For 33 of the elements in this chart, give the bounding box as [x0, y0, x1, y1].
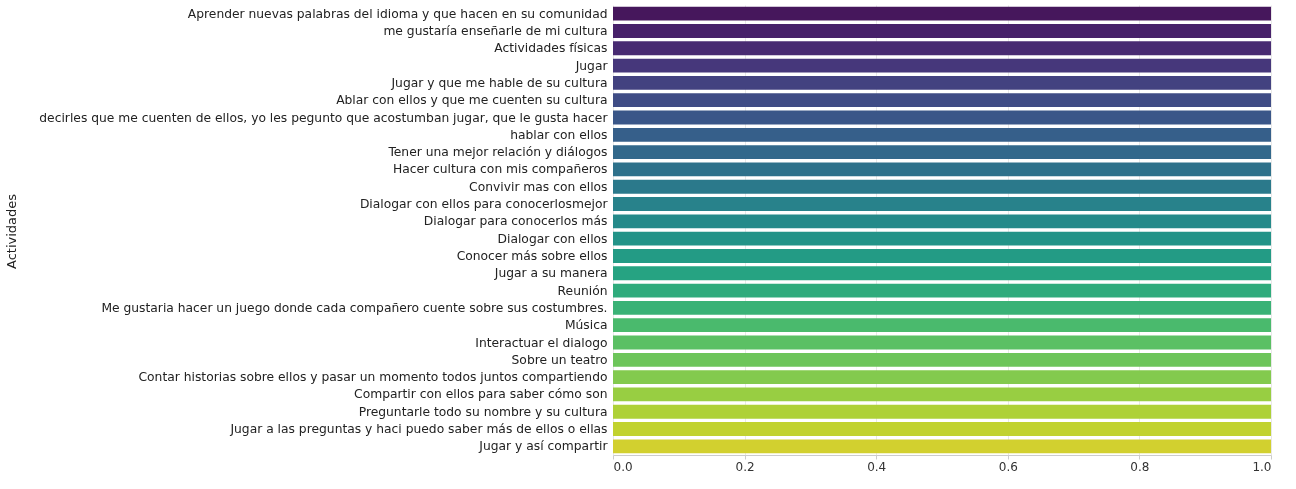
y-tick-label: Jugar y que me hable de su cultura	[390, 75, 608, 90]
y-tick-label: Reunión	[557, 283, 608, 298]
x-tick-label: 0.8	[1130, 459, 1150, 474]
y-tick-label: Sobre un teatro	[511, 352, 608, 367]
y-tick-label: Actividades físicas	[494, 41, 608, 56]
x-tick-label: 0.6	[998, 459, 1018, 474]
y-axis-title: Actividades	[3, 193, 19, 270]
y-tick-label: Dialogar para conocerlos más	[423, 214, 608, 229]
y-tick-label: Interactuar el dialogo	[475, 335, 608, 350]
y-tick-label: Dialogar con ellos para conocerlosmejor	[359, 197, 609, 212]
x-tick-label: 0.2	[735, 459, 755, 474]
y-tick-label: Conocer más sobre ellos	[456, 248, 608, 263]
y-tick-label: Tener una mejor relación y diálogos	[387, 145, 608, 160]
y-tick-label: Jugar a su manera	[493, 266, 608, 281]
y-tick-label: Preguntarle todo su nombre y su cultura	[358, 404, 608, 419]
y-tick-label: Convivir mas con ellos	[469, 179, 608, 194]
y-tick-label: Jugar y así compartir	[478, 439, 609, 454]
y-tick-label: decirles que me cuenten de ellos, yo les pegunto que acostumban jugar, que le gusta hacer	[39, 110, 609, 125]
y-tick-label: hablar con ellos	[510, 127, 608, 142]
y-tick-label: Jugar a las preguntas y haci puedo saber más de ellos o ellas	[229, 422, 608, 437]
y-tick-label: Música	[564, 318, 608, 333]
x-tick-label: 0.4	[867, 459, 887, 474]
y-tick-label: Hacer cultura con mis compañeros	[392, 162, 608, 177]
y-tick-label: Compartir con ellos para saber cómo son	[354, 387, 608, 402]
x-tick-label: 1.0	[1252, 459, 1272, 474]
x-tick-label: 0.0	[613, 459, 633, 474]
y-tick-label: Jugar	[574, 58, 609, 73]
y-tick-label: Dialogar con ellos	[497, 231, 608, 246]
y-tick-label: me gustaría enseñarle de mi cultura	[383, 23, 608, 38]
y-tick-label: Ablar con ellos y que me cuenten su cultura	[336, 93, 608, 108]
y-tick-label: Me gustaria hacer un juego donde cada compañero cuente sobre sus costumbres.	[101, 300, 608, 315]
y-tick-label: Contar historias sobre ellos y pasar un momento todos juntos compartiendo	[138, 370, 608, 385]
y-tick-label: Aprender nuevas palabras del idioma y que hacen en su comunidad	[187, 6, 608, 21]
